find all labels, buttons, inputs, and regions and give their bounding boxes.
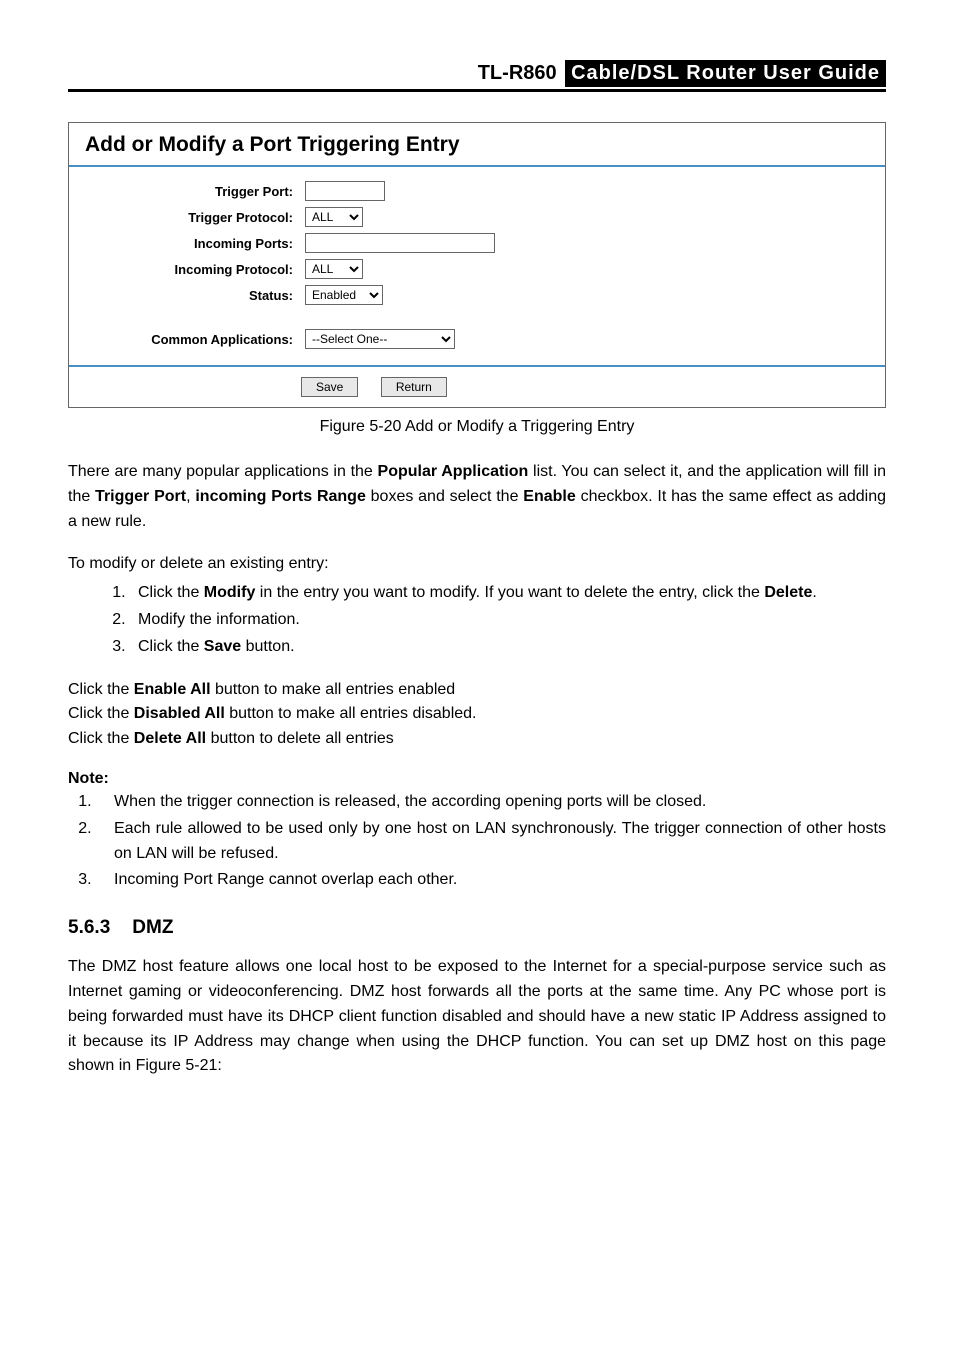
spacer — [85, 311, 869, 329]
text: button. — [241, 638, 294, 655]
row-incoming-ports: Incoming Ports: — [85, 233, 869, 253]
return-button[interactable]: Return — [381, 377, 447, 397]
bold-disabled-all: Disabled All — [134, 705, 225, 722]
text: Click the — [68, 681, 134, 698]
list-item: When the trigger connection is released,… — [96, 790, 886, 815]
text: Click the — [68, 705, 134, 722]
text: . — [812, 584, 816, 601]
notes-list: When the trigger connection is released,… — [68, 790, 886, 893]
row-trigger-protocol: Trigger Protocol: ALL — [85, 207, 869, 227]
bold-enable: Enable — [523, 488, 575, 505]
select-common-apps[interactable]: --Select One-- — [305, 329, 455, 349]
section-number: 5.6.3 — [68, 917, 110, 938]
text: , — [186, 488, 195, 505]
text: Click the — [68, 730, 134, 747]
select-status[interactable]: Enabled — [305, 285, 383, 305]
text: There are many popular applications in t… — [68, 463, 378, 480]
row-incoming-protocol: Incoming Protocol: ALL — [85, 259, 869, 279]
list-item: Incoming Port Range cannot overlap each … — [96, 868, 886, 893]
bold-delete-all: Delete All — [134, 730, 206, 747]
label-common-apps: Common Applications: — [85, 332, 305, 347]
bold-popular-app: Popular Application — [378, 463, 529, 480]
note-label: Note: — [68, 770, 886, 788]
bold-delete: Delete — [764, 584, 812, 601]
enable-lines: Click the Enable All button to make all … — [68, 678, 886, 752]
figure-caption: Figure 5-20 Add or Modify a Triggering E… — [68, 418, 886, 436]
modify-steps-list: Click the Modify in the entry you want t… — [68, 581, 886, 659]
list-item: Click the Modify in the entry you want t… — [130, 581, 886, 606]
panel-title: Add or Modify a Port Triggering Entry — [69, 123, 885, 167]
modify-intro: To modify or delete an existing entry: — [68, 552, 886, 577]
select-trigger-protocol[interactable]: ALL — [305, 207, 363, 227]
label-trigger-protocol: Trigger Protocol: — [85, 210, 305, 225]
label-status: Status: — [85, 288, 305, 303]
text: button to delete all entries — [206, 730, 394, 747]
page-header: TL-R860 Cable/DSL Router User Guide — [68, 60, 886, 92]
text: in the entry you want to modify. If you … — [255, 584, 764, 601]
header-title: Cable/DSL Router User Guide — [565, 60, 886, 87]
bold-trigger-port: Trigger Port — [95, 488, 186, 505]
delete-all-line: Click the Delete All button to delete al… — [68, 727, 886, 752]
list-item: Modify the information. — [130, 608, 886, 633]
section-title: DMZ — [132, 917, 173, 938]
select-incoming-protocol[interactable]: ALL — [305, 259, 363, 279]
form-area: Trigger Port: Trigger Protocol: ALL Inco… — [69, 167, 885, 365]
dmz-paragraph: The DMZ host feature allows one local ho… — [68, 955, 886, 1079]
bold-enable-all: Enable All — [134, 681, 211, 698]
text: button to make all entries disabled. — [225, 705, 477, 722]
button-row: Save Return — [69, 365, 885, 407]
header-model: TL-R860 — [478, 62, 561, 85]
label-trigger-port: Trigger Port: — [85, 184, 305, 199]
list-item: Click the Save button. — [130, 635, 886, 660]
bold-modify: Modify — [204, 584, 256, 601]
input-trigger-port[interactable] — [305, 181, 385, 201]
input-incoming-ports[interactable] — [305, 233, 495, 253]
text: Click the — [138, 584, 204, 601]
enable-all-line: Click the Enable All button to make all … — [68, 678, 886, 703]
row-common-apps: Common Applications: --Select One-- — [85, 329, 869, 349]
text: boxes and select the — [366, 488, 523, 505]
port-triggering-panel: Add or Modify a Port Triggering Entry Tr… — [68, 122, 886, 408]
row-status: Status: Enabled — [85, 285, 869, 305]
label-incoming-protocol: Incoming Protocol: — [85, 262, 305, 277]
bold-incoming-ports: incoming Ports Range — [195, 488, 366, 505]
list-item: Each rule allowed to be used only by one… — [96, 817, 886, 867]
section-heading-dmz: 5.6.3 DMZ — [68, 917, 886, 939]
row-trigger-port: Trigger Port: — [85, 181, 869, 201]
text: Click the — [138, 638, 204, 655]
disabled-all-line: Click the Disabled All button to make al… — [68, 702, 886, 727]
save-button[interactable]: Save — [301, 377, 358, 397]
label-incoming-ports: Incoming Ports: — [85, 236, 305, 251]
bold-save: Save — [204, 638, 241, 655]
paragraph-popular-app: There are many popular applications in t… — [68, 460, 886, 534]
text: button to make all entries enabled — [211, 681, 456, 698]
